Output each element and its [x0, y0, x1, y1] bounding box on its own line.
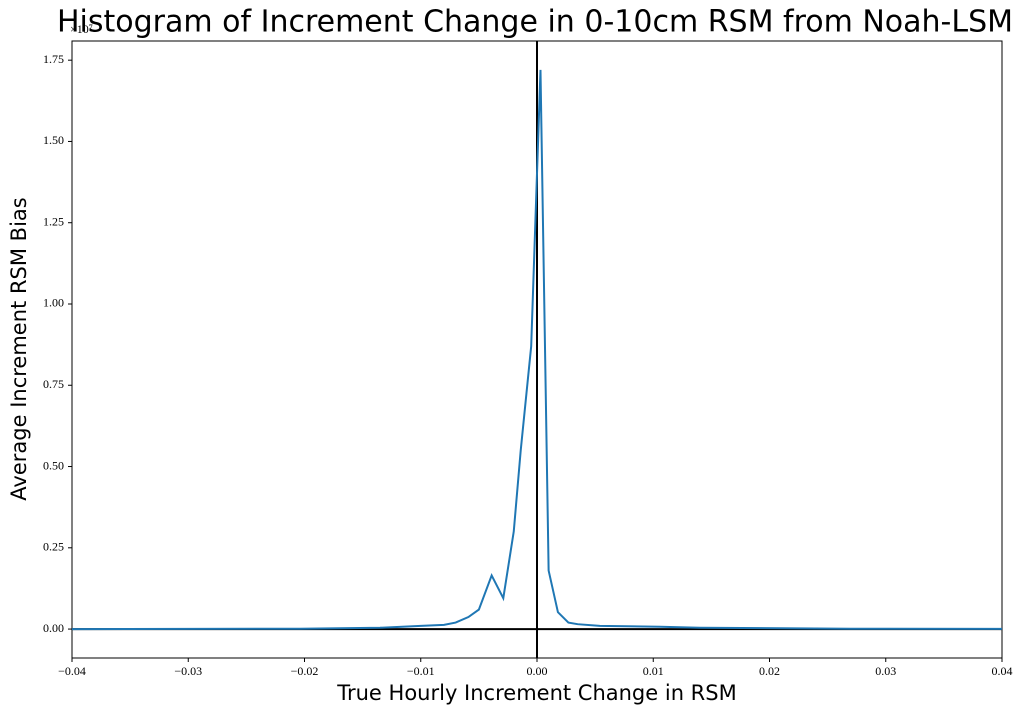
- x-tick-label: −0.01: [407, 664, 435, 678]
- y-tick-label: 0.00: [43, 621, 64, 635]
- x-tick-label: −0.02: [291, 664, 319, 678]
- x-tick-label: 0.02: [759, 664, 780, 678]
- x-axis-label: True Hourly Increment Change in RSM: [336, 681, 736, 705]
- x-tick-label: −0.04: [58, 664, 86, 678]
- y-tick-label: 0.50: [43, 458, 64, 472]
- x-tick-label: 0.04: [992, 664, 1013, 678]
- x-tick-label: 0.00: [527, 664, 548, 678]
- x-tick-label: 0.03: [875, 664, 896, 678]
- y-tick-label: 0.25: [43, 540, 64, 554]
- y-axis-label: Average Increment RSM Bias: [7, 197, 31, 500]
- y-offset-label: ×10⁷: [70, 22, 93, 36]
- chart-title: Histogram of Increment Change in 0-10cm …: [57, 5, 1013, 40]
- x-tick-label: −0.03: [174, 664, 202, 678]
- y-tick-label: 1.25: [43, 214, 64, 228]
- y-tick-label: 1.00: [43, 296, 64, 310]
- data-line: [71, 69, 1003, 631]
- y-tick-label: 1.75: [43, 52, 64, 66]
- x-tick-label: 0.01: [643, 664, 664, 678]
- y-tick-label: 1.50: [43, 133, 64, 147]
- y-tick-label: 0.75: [43, 377, 64, 391]
